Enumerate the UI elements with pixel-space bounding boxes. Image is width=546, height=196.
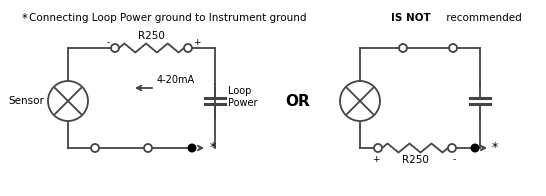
Text: Connecting Loop Power ground to Instrument ground: Connecting Loop Power ground to Instrume… (29, 13, 310, 23)
Text: Loop
Power: Loop Power (228, 86, 258, 108)
Circle shape (399, 44, 407, 52)
Text: *: * (210, 142, 216, 154)
Circle shape (448, 144, 456, 152)
Circle shape (184, 44, 192, 52)
Circle shape (91, 144, 99, 152)
Text: OR: OR (286, 93, 310, 109)
Circle shape (374, 144, 382, 152)
Text: *: * (22, 12, 28, 24)
Text: +: + (372, 155, 380, 164)
Text: R250: R250 (401, 155, 429, 165)
Text: -: - (453, 155, 455, 164)
Circle shape (111, 44, 119, 52)
Circle shape (449, 44, 457, 52)
Text: -: - (107, 38, 110, 47)
Text: +: + (193, 38, 200, 47)
Text: R250: R250 (138, 31, 165, 41)
Circle shape (187, 143, 197, 152)
Circle shape (144, 144, 152, 152)
Circle shape (471, 143, 479, 152)
Text: Sensor: Sensor (8, 96, 44, 106)
Circle shape (340, 81, 380, 121)
Text: IS NOT: IS NOT (391, 13, 431, 23)
Circle shape (48, 81, 88, 121)
Text: recommended: recommended (443, 13, 521, 23)
Text: *: * (492, 142, 498, 154)
Text: 4-20mA: 4-20mA (157, 75, 195, 85)
